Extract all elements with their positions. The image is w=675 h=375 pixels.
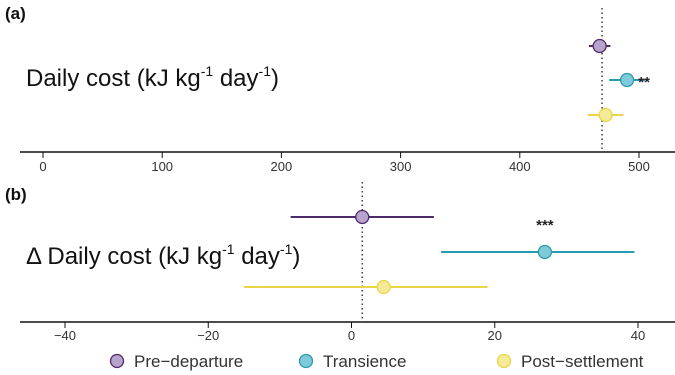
panel-a-x-tick-label: 100	[151, 159, 173, 174]
panel-b-x-tick-label: 0	[348, 328, 355, 343]
panel-a-x-tick-label: 300	[390, 159, 412, 174]
panel-b-x-tick-label: 20	[488, 328, 502, 343]
panel-b-point-pre-departure	[355, 209, 370, 225]
panel-b: (b) Δ Daily cost (kJ kg-1 day-1) −40 −20 0…	[5, 182, 675, 343]
panel-b-point-transience	[537, 244, 553, 260]
legend-label-post-settlement: Post−settlement	[521, 352, 644, 371]
panel-a-x-tick-label: 200	[271, 159, 293, 174]
panel-b-point-post-settlement	[376, 279, 391, 295]
panel-a-y-axis-label: Daily cost (kJ kg-1 day-1)	[26, 63, 279, 92]
panel-b-x-tick-label: −20	[197, 328, 219, 343]
panel-a-significance-transience: **	[638, 74, 650, 91]
legend-label-transience: Transience	[323, 352, 406, 371]
panel-b-x-tick-label: −40	[54, 328, 76, 343]
legend: Pre−departure Transience Post−settlement	[109, 352, 644, 371]
panel-b-marks: −40 −20 0 20 40 ***	[20, 182, 675, 343]
panel-b-y-axis-label: Δ Daily cost (kJ kg-1 day-1)	[26, 241, 300, 270]
legend-marker-pre-departure	[109, 353, 125, 369]
panel-a-point-transience	[619, 72, 635, 88]
panel-b-significance-transience: ***	[536, 217, 554, 234]
panel-a: (a) Daily cost (kJ kg-1 day-1) 0 100 200 30…	[5, 4, 675, 174]
legend-marker-post-settlement	[496, 353, 512, 369]
legend-marker-transience	[298, 353, 314, 369]
panel-a-x-tick-label: 500	[628, 159, 650, 174]
panel-a-point-post-settlement	[598, 107, 613, 123]
panel-b-x-tick-label: 40	[631, 328, 645, 343]
panel-a-letter: (a)	[5, 4, 26, 23]
panel-b-letter: (b)	[5, 185, 27, 204]
panel-a-x-tick-label: 0	[39, 159, 46, 174]
panel-a-marks: 0 100 200 300 400 500 **	[20, 8, 675, 174]
legend-label-pre-departure: Pre−departure	[134, 352, 243, 371]
panel-a-x-tick-label: 400	[509, 159, 531, 174]
panel-a-point-pre-departure	[592, 38, 607, 54]
